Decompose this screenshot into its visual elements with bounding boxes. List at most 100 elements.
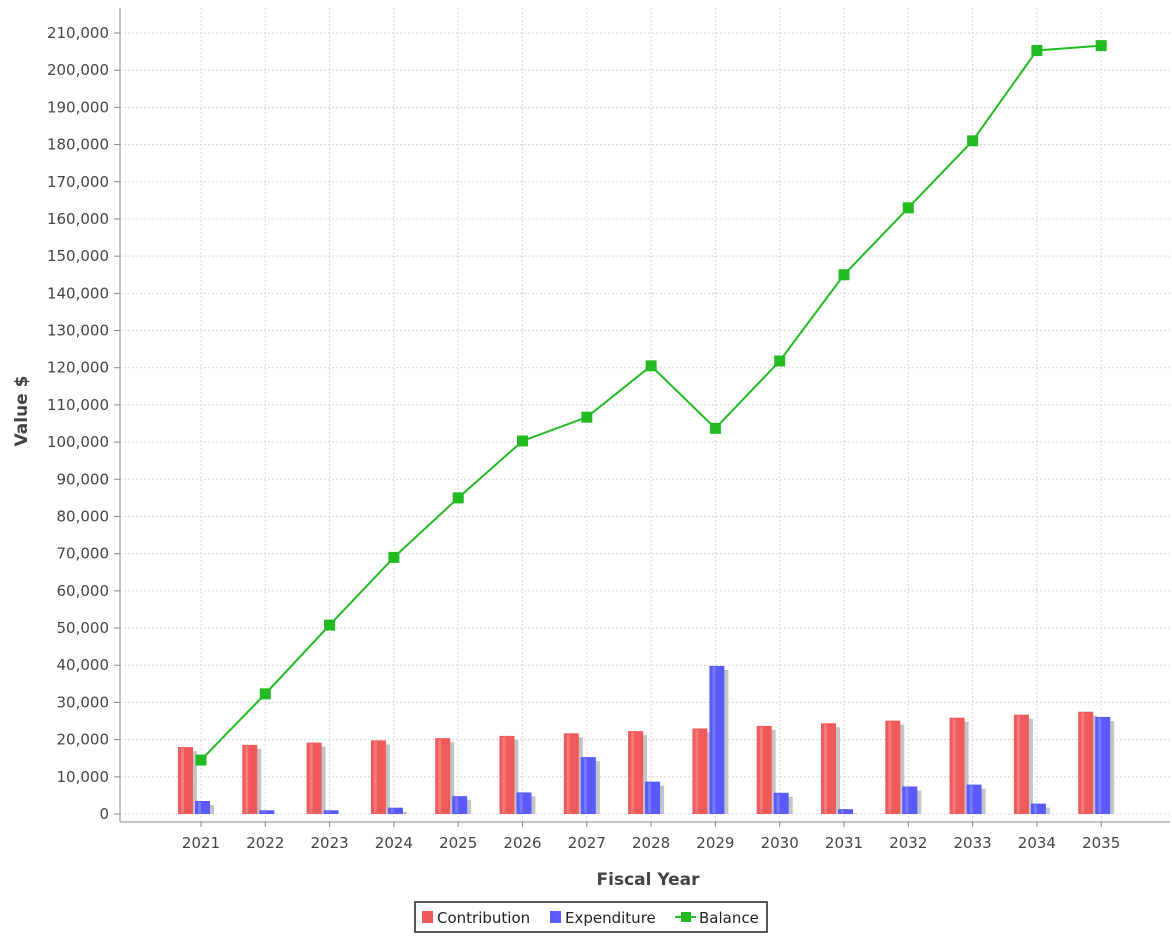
x-tick-label: 2029 (696, 834, 734, 852)
y-axis-title: Value $ (12, 376, 32, 447)
y-tick-labels: 0 10,000 20,000 30,000 40,000 50,000 60,000 70,… (47, 24, 109, 823)
bar-highlight (759, 726, 763, 813)
bar-highlight (631, 732, 635, 813)
y-tick-label: 150,000 (47, 247, 109, 265)
balance-point (324, 619, 336, 631)
x-tick-label: 2026 (503, 834, 541, 852)
x-tick-label: 2024 (375, 834, 413, 852)
contribution-bar (628, 731, 644, 814)
y-tick-label: 30,000 (57, 693, 110, 711)
y-tick-label: 140,000 (47, 284, 109, 302)
bar-highlight (1033, 804, 1037, 813)
bar-highlight (824, 724, 827, 813)
balance-point (645, 360, 657, 372)
x-tick-label: 2032 (889, 834, 927, 852)
y-tick-label: 0 (99, 805, 109, 823)
y-tick-label: 60,000 (57, 582, 110, 600)
bar-highlight (198, 801, 201, 813)
bar-highlight (181, 748, 184, 813)
x-tick-label: 2030 (761, 834, 799, 852)
bar-highlight (1098, 717, 1102, 813)
bar-highlight (952, 718, 956, 813)
contribution-bar (1013, 714, 1029, 814)
expenditure-bar (709, 665, 725, 814)
balance-point (967, 135, 979, 147)
bar-highlight (373, 741, 377, 813)
bar-highlight (502, 736, 506, 813)
contribution-bar (499, 735, 515, 814)
contribution-bar (885, 720, 901, 814)
legend: Contribution Expenditure Balance (414, 901, 768, 933)
balance-point (259, 688, 271, 700)
axes (114, 8, 1170, 827)
x-tick-label: 2025 (439, 834, 477, 852)
bar-highlight (1081, 712, 1085, 813)
contribution-bar (1078, 711, 1094, 814)
y-tick-label: 210,000 (47, 24, 109, 42)
contribution-bar (435, 738, 451, 814)
bar-series (178, 665, 1115, 814)
balance-point (195, 754, 207, 766)
contribution-bar (178, 747, 193, 814)
contribution-bar (949, 717, 965, 814)
bar-highlight (245, 745, 249, 813)
contribution-bar (821, 723, 836, 814)
balance-point (902, 202, 914, 214)
y-tick-label: 160,000 (47, 210, 109, 228)
expenditure-bar (580, 757, 596, 814)
bar-highlight (712, 666, 716, 813)
y-tick-label: 10,000 (57, 768, 110, 786)
y-tick-label: 40,000 (57, 656, 110, 674)
grid-lines (120, 8, 1170, 822)
y-tick-label: 90,000 (57, 470, 110, 488)
x-tick-labels: 2021 2022 2023 2024 2025 2026 2027 2028 2029 2030… (182, 834, 1120, 852)
expenditure-bar (902, 786, 918, 814)
x-tick-label: 2035 (1082, 834, 1120, 852)
y-tick-label: 170,000 (47, 173, 109, 191)
bar-highlight (776, 793, 780, 813)
y-tick-label: 20,000 (57, 731, 110, 749)
balance-point (709, 422, 721, 434)
expenditure-bar (323, 810, 339, 814)
legend-point-swatch (681, 912, 691, 922)
bar-highlight (905, 787, 909, 813)
x-tick-label: 2022 (246, 834, 284, 852)
expenditure-bar (452, 796, 468, 814)
y-tick-label: 100,000 (47, 433, 109, 451)
x-tick-label: 2021 (182, 834, 220, 852)
expenditure-bar (773, 792, 789, 814)
contribution-bar (756, 725, 772, 814)
balance-point (838, 269, 850, 281)
legend-label: Contribution (437, 909, 530, 927)
bar-highlight (519, 793, 523, 813)
x-tick-label: 2033 (954, 834, 992, 852)
balance-point (517, 435, 528, 447)
bar-highlight (455, 797, 459, 813)
balance-line-series (195, 40, 1107, 766)
y-tick-label: 50,000 (57, 619, 110, 637)
contribution-bar (692, 728, 708, 814)
y-tick-label: 110,000 (47, 396, 109, 414)
contribution-bar (563, 733, 579, 814)
plot-background (120, 8, 1170, 822)
balance-point (1095, 40, 1107, 52)
y-tick-label: 130,000 (47, 322, 109, 340)
bar-highlight (583, 758, 587, 813)
legend-bar-swatch (550, 911, 561, 923)
contribution-bar (306, 742, 322, 814)
y-tick-label: 200,000 (47, 61, 109, 79)
bar-highlight (969, 785, 973, 813)
bar-highlight (1016, 715, 1020, 813)
legend-box (414, 901, 768, 933)
bar-highlight (841, 810, 844, 813)
expenditure-bar (1030, 803, 1046, 814)
expenditure-bar (838, 809, 853, 814)
x-tick-label: 2028 (632, 834, 670, 852)
bar-highlight (326, 811, 330, 813)
expenditure-bar (966, 784, 982, 814)
legend-bar-swatch (422, 911, 433, 923)
legend-label: Expenditure (565, 909, 656, 927)
expenditure-bar (645, 781, 661, 814)
bar-highlight (648, 782, 652, 813)
